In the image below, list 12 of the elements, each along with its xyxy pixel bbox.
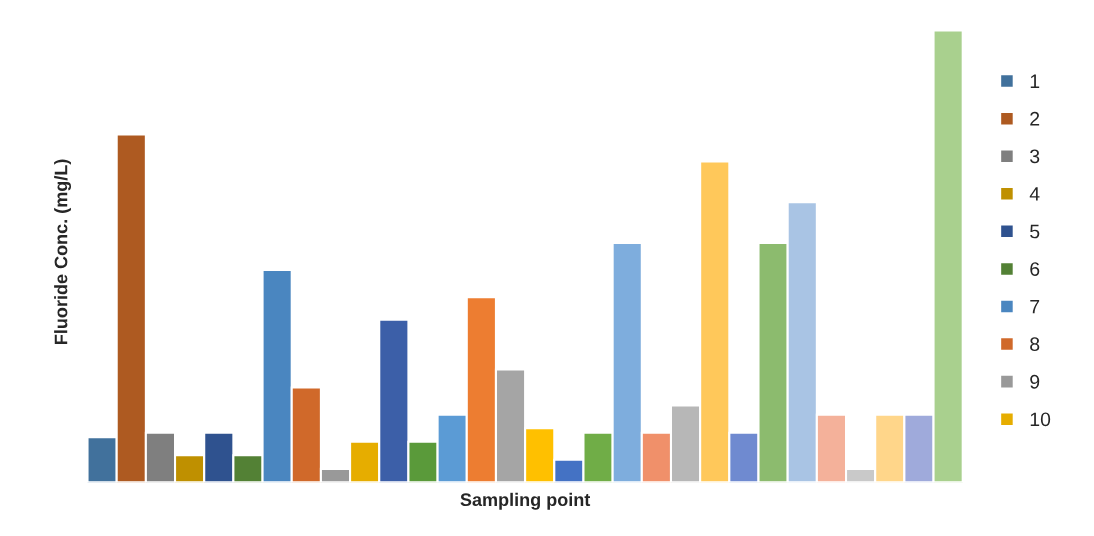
- legend-label: 2: [1030, 111, 1040, 126]
- legend-label: 8: [1030, 337, 1040, 352]
- legend-label: 3: [1030, 149, 1040, 164]
- y-axis-title: Fluoride Conc. (mg/L): [54, 159, 72, 344]
- legend-label: 9: [1030, 374, 1040, 389]
- legend-label: 6: [1030, 262, 1040, 276]
- x-axis-title: Sampling point: [460, 492, 591, 510]
- legend-label: 1: [1030, 74, 1040, 88]
- legend-label: 10: [1030, 412, 1051, 427]
- legend-label: 5: [1030, 224, 1040, 239]
- legend-label: 4: [1029, 187, 1040, 201]
- legend-label: 7: [1030, 299, 1040, 314]
